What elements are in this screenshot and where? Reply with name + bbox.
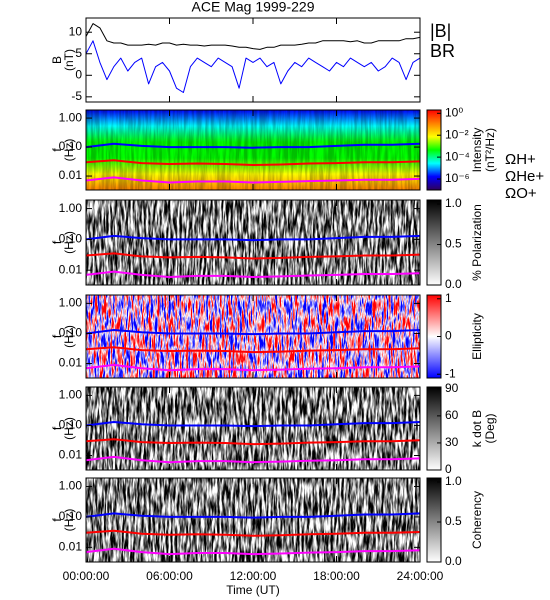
y-axis-label: B bbox=[50, 56, 64, 64]
y-tick-label: 0.10 bbox=[59, 509, 83, 523]
colorbar-tick-label: 0.5 bbox=[445, 514, 462, 528]
data-line bbox=[85, 329, 421, 336]
colorbar-label: Coherency bbox=[470, 491, 484, 549]
data-line bbox=[85, 40, 421, 93]
x-tick-label: 06:00:00 bbox=[146, 569, 193, 583]
y-tick-label: -5 bbox=[71, 89, 82, 103]
colorbar-tick-label: 10⁻⁶ bbox=[445, 171, 470, 185]
data-line bbox=[85, 234, 421, 242]
colorbar-label: (Deg) bbox=[483, 413, 497, 443]
data-line bbox=[85, 512, 421, 519]
colorbar-tick-label: 90 bbox=[445, 381, 459, 395]
data-line bbox=[85, 529, 421, 537]
y-tick-label: 0.01 bbox=[59, 262, 83, 276]
y-axis-label: f bbox=[50, 240, 64, 244]
spectrogram bbox=[86, 387, 420, 470]
data-line bbox=[85, 346, 421, 354]
y-tick-label: 1.00 bbox=[59, 110, 83, 124]
spectrogram-texture bbox=[86, 110, 420, 190]
y-tick-label: 0.10 bbox=[59, 418, 83, 432]
x-tick-label: 00:00:00 bbox=[63, 569, 110, 583]
data-line bbox=[85, 421, 421, 428]
spectrogram bbox=[86, 200, 420, 285]
colorbar bbox=[426, 386, 442, 471]
data-line bbox=[85, 142, 421, 149]
y-tick-label: 0.10 bbox=[59, 139, 83, 153]
colorbar-tick-label: 10⁰ bbox=[445, 105, 463, 119]
colorbar-tick-label: 1 bbox=[445, 291, 452, 305]
y-tick-label: 0.01 bbox=[59, 356, 83, 370]
colorbar-tick-label: 10⁻² bbox=[445, 127, 469, 141]
legend-entry: BR bbox=[430, 41, 455, 61]
data-line bbox=[85, 159, 421, 166]
x-tick-label: 24:00:00 bbox=[397, 569, 444, 583]
colorbar-tick-label: 60 bbox=[445, 408, 459, 422]
y-axis-label: (Hz) bbox=[62, 417, 76, 440]
y-axis-label: (Hz) bbox=[62, 231, 76, 254]
y-axis-label: (Hz) bbox=[62, 509, 76, 532]
y-tick-label: 1.00 bbox=[59, 479, 83, 493]
y-tick-label: 0 bbox=[75, 67, 82, 81]
chart-title: ACE Mag 1999-229 bbox=[192, 0, 315, 15]
y-axis-label: (Hz) bbox=[62, 325, 76, 348]
y-tick-label: 0.01 bbox=[59, 540, 83, 554]
y-tick-label: 0.10 bbox=[59, 232, 83, 246]
y-axis-label: f bbox=[50, 148, 64, 152]
colorbar-tick-label: 0.0 bbox=[445, 277, 462, 291]
y-axis-label: (nT) bbox=[62, 49, 76, 71]
colorbar-tick-label: -1 bbox=[445, 366, 456, 380]
y-axis-label: f bbox=[50, 334, 64, 338]
data-line bbox=[85, 252, 421, 260]
legend-entry: ΩHe+ bbox=[505, 168, 544, 185]
y-tick-label: 0.10 bbox=[59, 326, 83, 340]
colorbar bbox=[426, 477, 442, 563]
x-axis-label: Time (UT) bbox=[226, 583, 280, 597]
data-line bbox=[85, 438, 421, 446]
data-line bbox=[85, 23, 421, 50]
colorbar-tick-label: 0 bbox=[445, 329, 452, 343]
y-axis-label: f bbox=[50, 426, 64, 430]
legend-entry: |B| bbox=[430, 21, 451, 41]
y-axis-label: (Hz) bbox=[62, 139, 76, 162]
colorbar-label: k dot B bbox=[470, 410, 484, 447]
plot-bg bbox=[86, 18, 420, 102]
y-tick-label: 1.00 bbox=[59, 388, 83, 402]
colorbar-tick-label: 0 bbox=[445, 462, 452, 476]
spectrogram bbox=[86, 295, 420, 378]
legend-entry: ΩH+ bbox=[505, 151, 536, 168]
y-tick-label: 10 bbox=[69, 24, 83, 38]
data-line bbox=[85, 363, 421, 372]
y-axis-label: f bbox=[50, 518, 64, 522]
y-tick-label: 0.01 bbox=[59, 168, 83, 182]
colorbar-tick-label: 1.0 bbox=[445, 196, 462, 210]
data-line bbox=[85, 270, 421, 278]
colorbar-label: Intensity bbox=[470, 128, 484, 173]
spectrogram bbox=[86, 478, 420, 562]
x-tick-label: 18:00:00 bbox=[313, 569, 360, 583]
colorbar-tick-label: 0.0 bbox=[445, 554, 462, 568]
y-tick-label: 1.00 bbox=[59, 296, 83, 310]
y-tick-label: 1.00 bbox=[59, 201, 83, 215]
data-line bbox=[85, 455, 421, 464]
legend-entry: ΩO+ bbox=[505, 185, 537, 202]
colorbar bbox=[426, 109, 442, 191]
colorbar-tick-label: 30 bbox=[445, 435, 459, 449]
colorbar-label: % Polarization bbox=[470, 204, 484, 281]
colorbar-label: Ellipticity bbox=[470, 313, 484, 360]
data-line bbox=[85, 176, 421, 184]
data-line bbox=[85, 547, 421, 556]
colorbar-tick-label: 10⁻⁴ bbox=[445, 149, 470, 163]
colorbar-tick-label: 0.5 bbox=[445, 237, 462, 251]
colorbar bbox=[426, 199, 442, 286]
colorbar-label: (nT²/Hz) bbox=[483, 128, 497, 172]
y-tick-label: 5 bbox=[75, 46, 82, 60]
colorbar-tick-label: 1.0 bbox=[445, 474, 462, 488]
y-tick-label: 0.01 bbox=[59, 448, 83, 462]
x-tick-label: 12:00:00 bbox=[230, 569, 277, 583]
